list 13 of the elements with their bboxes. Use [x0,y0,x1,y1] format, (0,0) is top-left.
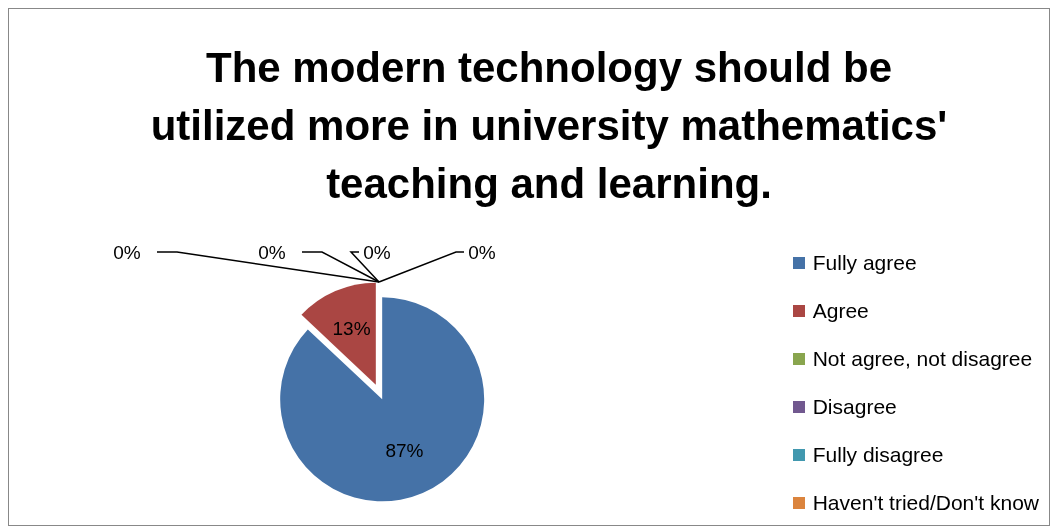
text: 0% [468,241,496,263]
data-label: 13% [332,317,371,339]
legend-label: Haven't tried/Don't know [812,491,1039,515]
text: 0% [363,241,391,263]
legend-label: Disagree [812,395,897,419]
text: 0% [113,241,141,263]
text: 0% [258,241,286,263]
legend-label: Not agree, not disagree [812,347,1033,371]
legend-label: Fully disagree [812,443,944,467]
chart-title: The modern technology should be utilized more in university mathematics' teaching and learning. [149,43,949,209]
legend-label: Fully agree [812,251,917,275]
legend-label: Agree [812,299,869,323]
data-label: 87% [385,440,424,462]
